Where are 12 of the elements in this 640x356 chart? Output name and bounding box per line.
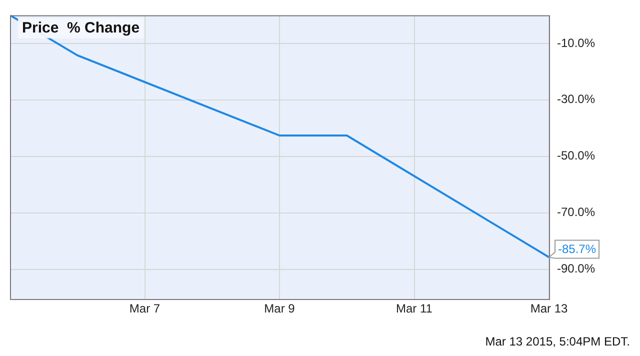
chart-title: Price % Change (22, 19, 140, 36)
x-tick-label: Mar 13 (530, 302, 568, 316)
y-tick-label: -30.0% (557, 92, 596, 106)
text: Mar 13 2015, 5:04PM EDT. (485, 334, 630, 348)
y-tick-label: -90.0% (557, 262, 596, 276)
x-tick-label: Mar 7 (129, 302, 160, 316)
y-tick-label: -70.0% (557, 205, 596, 220)
x-tick-label: Mar 11 (396, 302, 433, 316)
data-label: -85.7% (558, 242, 596, 256)
y-tick-label: -50.0% (557, 148, 596, 163)
y-tick-label: -10.0% (557, 36, 596, 50)
x-tick-label: Mar 9 (264, 302, 296, 316)
